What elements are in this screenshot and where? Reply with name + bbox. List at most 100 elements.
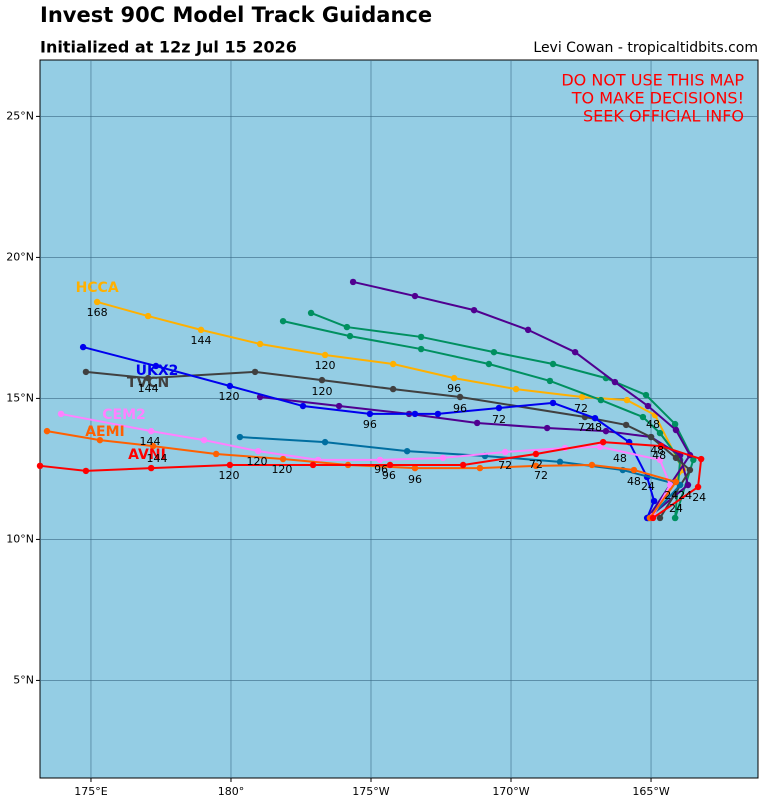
- track-point: [200, 436, 208, 444]
- hour-label: 96: [374, 463, 388, 476]
- track-label: HCCA: [76, 280, 119, 296]
- track-point: [512, 385, 520, 393]
- track-point: [43, 427, 51, 435]
- track-point: [93, 298, 101, 306]
- track-point: [599, 438, 607, 446]
- track-point: [279, 317, 287, 325]
- x-tick-label: 165°W: [632, 785, 669, 798]
- hour-label: 48: [613, 452, 627, 465]
- map-subtitle: Initialized at 12z Jul 15 2026: [40, 38, 297, 57]
- hour-label: 120: [315, 359, 336, 372]
- track-point: [147, 427, 155, 435]
- track-point: [630, 466, 638, 474]
- track-point: [639, 413, 647, 421]
- warning: DO NOT USE THIS MAP: [561, 71, 744, 90]
- track-point: [212, 450, 220, 458]
- track-point: [434, 410, 442, 418]
- warning: SEEK OFFICIAL INFO: [583, 107, 744, 126]
- track-point: [349, 278, 357, 286]
- track-point: [657, 442, 665, 450]
- track-point: [459, 461, 467, 469]
- hour-label: 96: [408, 473, 422, 486]
- track: [259, 396, 690, 519]
- track-point: [549, 360, 557, 368]
- map-area: [39, 59, 759, 779]
- hour-label: 120: [271, 463, 292, 476]
- x-tick-label: 180°: [218, 785, 245, 798]
- hour-label: 96: [363, 418, 377, 431]
- track-point: [439, 454, 447, 462]
- track-point: [251, 368, 259, 376]
- hour-label: 48: [646, 418, 660, 431]
- track-point: [476, 464, 484, 472]
- hour-label: 144: [147, 452, 168, 465]
- track-point: [596, 443, 604, 451]
- track-point: [309, 461, 317, 469]
- track-point: [144, 312, 152, 320]
- track-point: [597, 396, 605, 404]
- hour-label: 120: [219, 469, 240, 482]
- track-point: [549, 399, 557, 407]
- hour-label: 96: [382, 469, 396, 482]
- track-point: [403, 447, 411, 455]
- track: [82, 346, 656, 519]
- x-tick-label: 175°W: [352, 785, 389, 798]
- track-label: CEM2: [102, 407, 146, 423]
- track-point: [321, 351, 329, 359]
- track-point: [649, 514, 657, 522]
- track-point: [501, 448, 509, 456]
- track: [352, 280, 692, 519]
- track-point: [656, 514, 664, 522]
- track-point: [611, 378, 619, 386]
- track-point: [623, 396, 631, 404]
- track-point: [149, 442, 157, 450]
- hour-label: 72: [534, 469, 548, 482]
- track-point: [672, 426, 680, 434]
- track-label: TVCN: [127, 375, 169, 391]
- track-point: [485, 360, 493, 368]
- hour-label: 24: [692, 491, 706, 504]
- track-point: [279, 455, 287, 463]
- track-point: [417, 333, 425, 341]
- track-point: [152, 362, 160, 370]
- track-point: [490, 348, 498, 356]
- track-point: [197, 326, 205, 334]
- y-tick-label: 25°N: [6, 109, 34, 122]
- track-point: [591, 414, 599, 422]
- hour-label: 96: [447, 382, 461, 395]
- track-point: [346, 332, 354, 340]
- hour-label: 144: [138, 382, 159, 395]
- track-point: [690, 456, 697, 464]
- track-point: [79, 343, 87, 351]
- track-point: [622, 421, 630, 429]
- hour-label: 96: [453, 402, 467, 415]
- track-point: [236, 433, 244, 441]
- track-label: UKX2: [136, 363, 179, 379]
- track-label: AEMI: [85, 424, 125, 440]
- track-point: [644, 402, 652, 410]
- hour-label: 48: [652, 449, 666, 462]
- track-point: [386, 461, 394, 469]
- hour-label: 120: [219, 390, 240, 403]
- hour-label: 72: [529, 458, 543, 471]
- hour-label: 24: [664, 489, 678, 502]
- track-point: [656, 456, 664, 464]
- hour-label: 48: [588, 421, 602, 434]
- track-point: [602, 427, 610, 435]
- track-point: [650, 497, 658, 505]
- track-point: [144, 374, 152, 382]
- track-point: [684, 481, 692, 489]
- track-point: [578, 393, 586, 401]
- track-point: [642, 391, 650, 399]
- track-point: [450, 374, 458, 382]
- track-point: [532, 462, 540, 470]
- track-point: [389, 360, 397, 368]
- track-point: [647, 433, 655, 441]
- map-title: Invest 90C Model Track Guidance: [40, 3, 432, 27]
- track-point: [343, 323, 351, 331]
- track: [310, 312, 695, 519]
- hour-label: 120: [247, 455, 268, 468]
- hour-label: 72: [498, 459, 512, 472]
- track-point: [82, 368, 90, 376]
- track-point: [672, 478, 680, 486]
